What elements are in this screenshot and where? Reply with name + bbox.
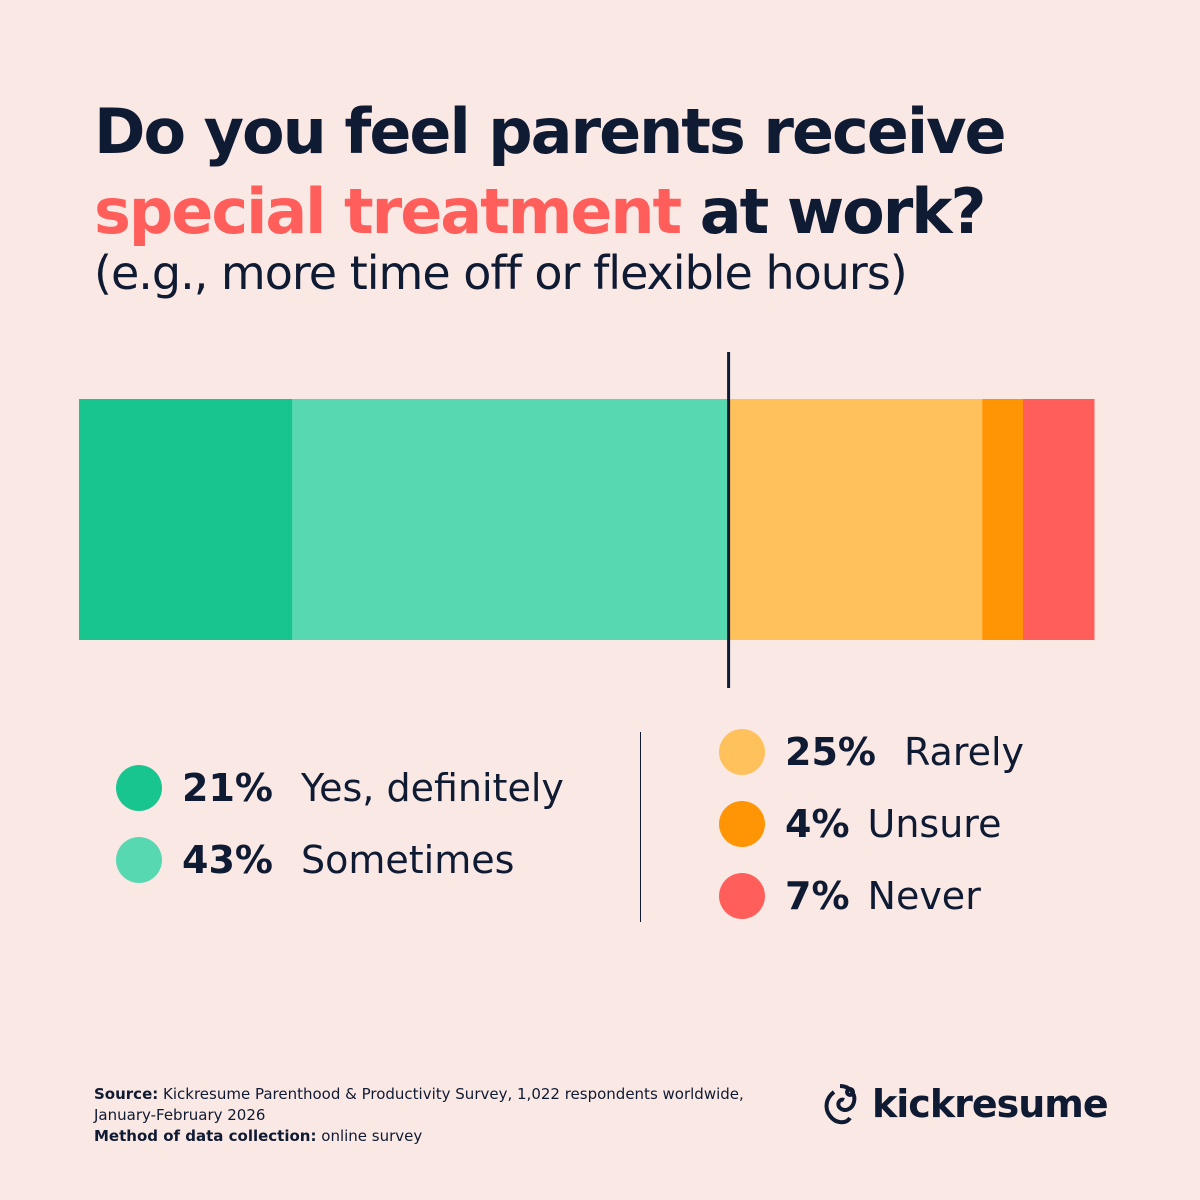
chart-title: Do you feel parents receive special treat… (94, 92, 1174, 252)
legend-label: Yes, definitely (300, 766, 564, 810)
legend-label: Sometimes (300, 838, 515, 882)
legend-item: 7% Never (719, 873, 981, 919)
legend-item: 21% Yes, definitely (116, 765, 564, 811)
source-text: Kickresume Parenthood & Productivity Sur… (94, 1085, 744, 1124)
legend-item: 25% Rarely (719, 729, 1024, 775)
method-text: online survey (321, 1127, 423, 1145)
legend-percent: 25% (785, 730, 876, 774)
title-line1: Do you feel parents receive (94, 95, 1007, 168)
bar-segment-unsure (982, 399, 1024, 640)
bar-segment-never (1022, 399, 1095, 640)
legend-label: Unsure (867, 802, 1002, 846)
footer: Source: Kickresume Parenthood & Producti… (94, 1084, 754, 1147)
legend-dot (719, 873, 765, 919)
legend-percent: 21% (182, 766, 273, 810)
bar-segment-sometimes (292, 399, 730, 640)
source-label: Source: (94, 1085, 159, 1103)
legend-label: Never (867, 874, 981, 918)
legend-percent: 7% (785, 874, 850, 918)
legend-item: 43% Sometimes (116, 837, 514, 883)
title-accent: special treatment (94, 175, 682, 248)
kickresume-logo: kickresume (820, 1082, 1109, 1126)
legend-label: Rarely (903, 730, 1025, 774)
title-line2: at work? (699, 175, 987, 248)
legend-dot (719, 729, 765, 775)
legend-dot (719, 801, 765, 847)
legend-percent: 43% (182, 838, 273, 882)
logo-text: kickresume (872, 1082, 1109, 1126)
chameleon-logo-icon (824, 1084, 857, 1125)
bar-segment-yes-definitely (79, 399, 293, 640)
stacked-bar-chart (79, 352, 1095, 688)
chart-subtitle: (e.g., more time off or flexible hours) (94, 246, 908, 300)
legend-divider (640, 732, 641, 922)
bar-segment-rarely (728, 399, 983, 640)
legend-percent: 4% (785, 802, 850, 846)
legend-dot (116, 765, 162, 811)
legend-item: 4% Unsure (719, 801, 1001, 847)
legend-dot (116, 837, 162, 883)
method-label: Method of data collection: (94, 1127, 317, 1145)
